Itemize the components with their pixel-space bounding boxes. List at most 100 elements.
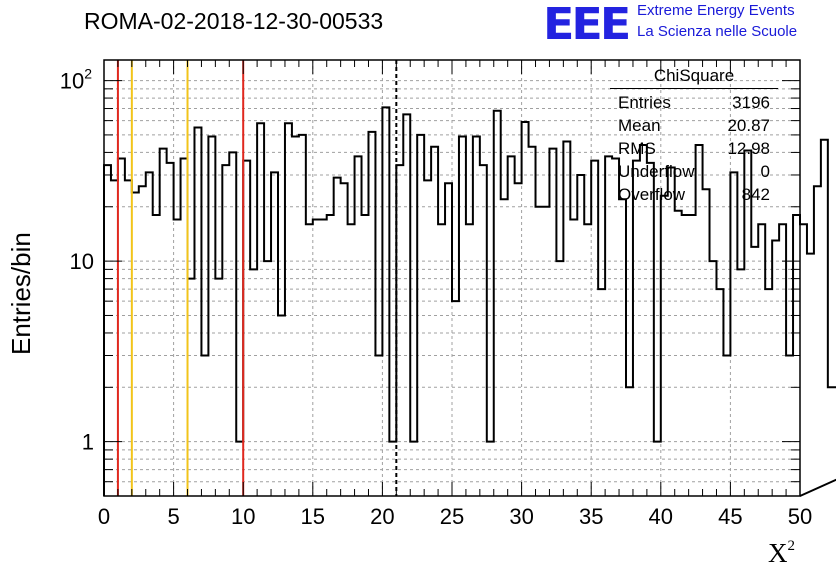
histogram-bin xyxy=(703,189,710,496)
histogram-bin xyxy=(772,241,779,496)
logo-caption-1: Extreme Energy Events xyxy=(637,2,795,19)
histogram-bin xyxy=(466,224,473,496)
x-axis-label-exponent: 2 xyxy=(787,538,796,554)
x-tick-label: 25 xyxy=(440,504,464,529)
histogram-bin xyxy=(584,224,591,496)
histogram-bin xyxy=(758,224,765,496)
stats-row-underflow: Underflow 0 xyxy=(610,160,778,183)
histogram-bin xyxy=(327,215,334,496)
histogram-outline xyxy=(103,106,836,497)
stats-box: ChiSquare Entries 3196 Mean 20.87 RMS 12.98… xyxy=(610,66,778,206)
histogram-bin xyxy=(501,199,508,496)
stats-title: ChiSquare xyxy=(610,66,778,89)
histogram-bin xyxy=(403,114,410,496)
histogram-bin xyxy=(438,224,445,496)
histogram-bin xyxy=(563,141,570,496)
tick-labels: 0 5 10 15 20 25 30 35 40 45 50 1 10 102 xyxy=(60,66,813,529)
y-tick-label: 10 xyxy=(70,249,94,274)
histogram-bin xyxy=(201,356,208,496)
histogram-bin xyxy=(487,442,494,496)
histogram-bin xyxy=(313,220,320,496)
histogram-bin xyxy=(111,180,118,496)
x-tick-label: 10 xyxy=(231,504,255,529)
histogram-bin xyxy=(786,356,793,496)
histogram-bin xyxy=(264,261,271,496)
stats-row-overflow: Overflow 842 xyxy=(610,183,778,206)
histogram-bin xyxy=(222,165,229,496)
histogram-bin xyxy=(682,215,689,496)
histogram-bin xyxy=(452,301,459,496)
histogram-bin xyxy=(765,289,772,496)
histogram-bin xyxy=(598,289,605,496)
histogram-bin xyxy=(417,135,424,496)
histogram-bin xyxy=(104,165,111,496)
histogram-bin xyxy=(689,215,696,496)
histogram-bin xyxy=(229,152,236,496)
histogram-bin xyxy=(174,220,181,496)
histogram-bin xyxy=(716,289,723,496)
histogram-bin xyxy=(821,140,828,496)
histogram-bin xyxy=(389,442,396,496)
stats-label: Overflow xyxy=(618,185,686,204)
histogram-bin xyxy=(737,269,744,496)
histogram-bin xyxy=(570,220,577,496)
histogram-bin xyxy=(542,207,549,496)
histogram-bin xyxy=(647,163,654,496)
histogram-bin xyxy=(723,356,730,496)
histogram-bin xyxy=(271,172,278,496)
eee-logo: EEE xyxy=(543,0,631,50)
histogram-bin xyxy=(355,156,362,496)
stats-value: 3196 xyxy=(732,93,770,112)
x-tick-label: 40 xyxy=(649,504,673,529)
stats-value: 0 xyxy=(760,162,770,181)
stats-row-entries: Entries 3196 xyxy=(610,91,778,114)
histogram-bin xyxy=(445,183,452,496)
stats-value: 12.98 xyxy=(727,139,770,158)
histogram-bin xyxy=(619,199,626,496)
histogram-bin xyxy=(341,183,348,496)
stats-row-mean: Mean 20.87 xyxy=(610,114,778,137)
histogram-bin xyxy=(515,183,522,496)
histogram-bin xyxy=(779,224,786,496)
histogram-bin xyxy=(633,161,640,496)
histogram-bin xyxy=(368,132,375,496)
histogram-bin xyxy=(473,137,480,496)
x-tick-label: 20 xyxy=(370,504,394,529)
histogram-bin xyxy=(431,147,438,496)
histogram-bin xyxy=(118,159,125,496)
histogram-bin xyxy=(139,186,146,496)
axes xyxy=(103,59,801,497)
x-tick-label: 0 xyxy=(98,504,110,529)
histogram-bin xyxy=(605,156,612,496)
histogram-bin xyxy=(278,315,285,496)
histogram-bin xyxy=(167,163,174,496)
chart-title: ROMA-02-2018-12-30-00533 xyxy=(84,8,384,34)
histogram-bin xyxy=(382,107,389,496)
histogram-bin xyxy=(334,178,341,496)
histogram-bin xyxy=(257,123,264,496)
histogram-bin xyxy=(751,247,758,496)
stats-value: 842 xyxy=(741,185,770,204)
histogram-bin xyxy=(375,356,382,496)
histogram-bin xyxy=(132,192,139,496)
histogram-bin xyxy=(125,180,132,496)
histogram-bins xyxy=(103,106,836,497)
histogram-bin xyxy=(188,279,195,496)
histogram-bin xyxy=(250,269,257,496)
histogram-bin xyxy=(612,159,619,496)
histogram-bin xyxy=(675,211,682,496)
reference-lines xyxy=(116,60,398,496)
histogram-bin xyxy=(654,442,661,496)
histogram-bin xyxy=(410,442,417,496)
histogram-bin xyxy=(480,165,487,496)
histogram-bin xyxy=(320,220,327,496)
x-tick-label: 15 xyxy=(301,504,325,529)
stats-label: RMS xyxy=(618,139,656,158)
histogram-bin xyxy=(591,161,598,496)
x-tick-label: 45 xyxy=(718,504,742,529)
x-axis-label-base: X xyxy=(768,538,788,568)
histogram-bin xyxy=(661,196,668,496)
stats-label: Entries xyxy=(618,93,671,112)
x-tick-label: 30 xyxy=(509,504,533,529)
